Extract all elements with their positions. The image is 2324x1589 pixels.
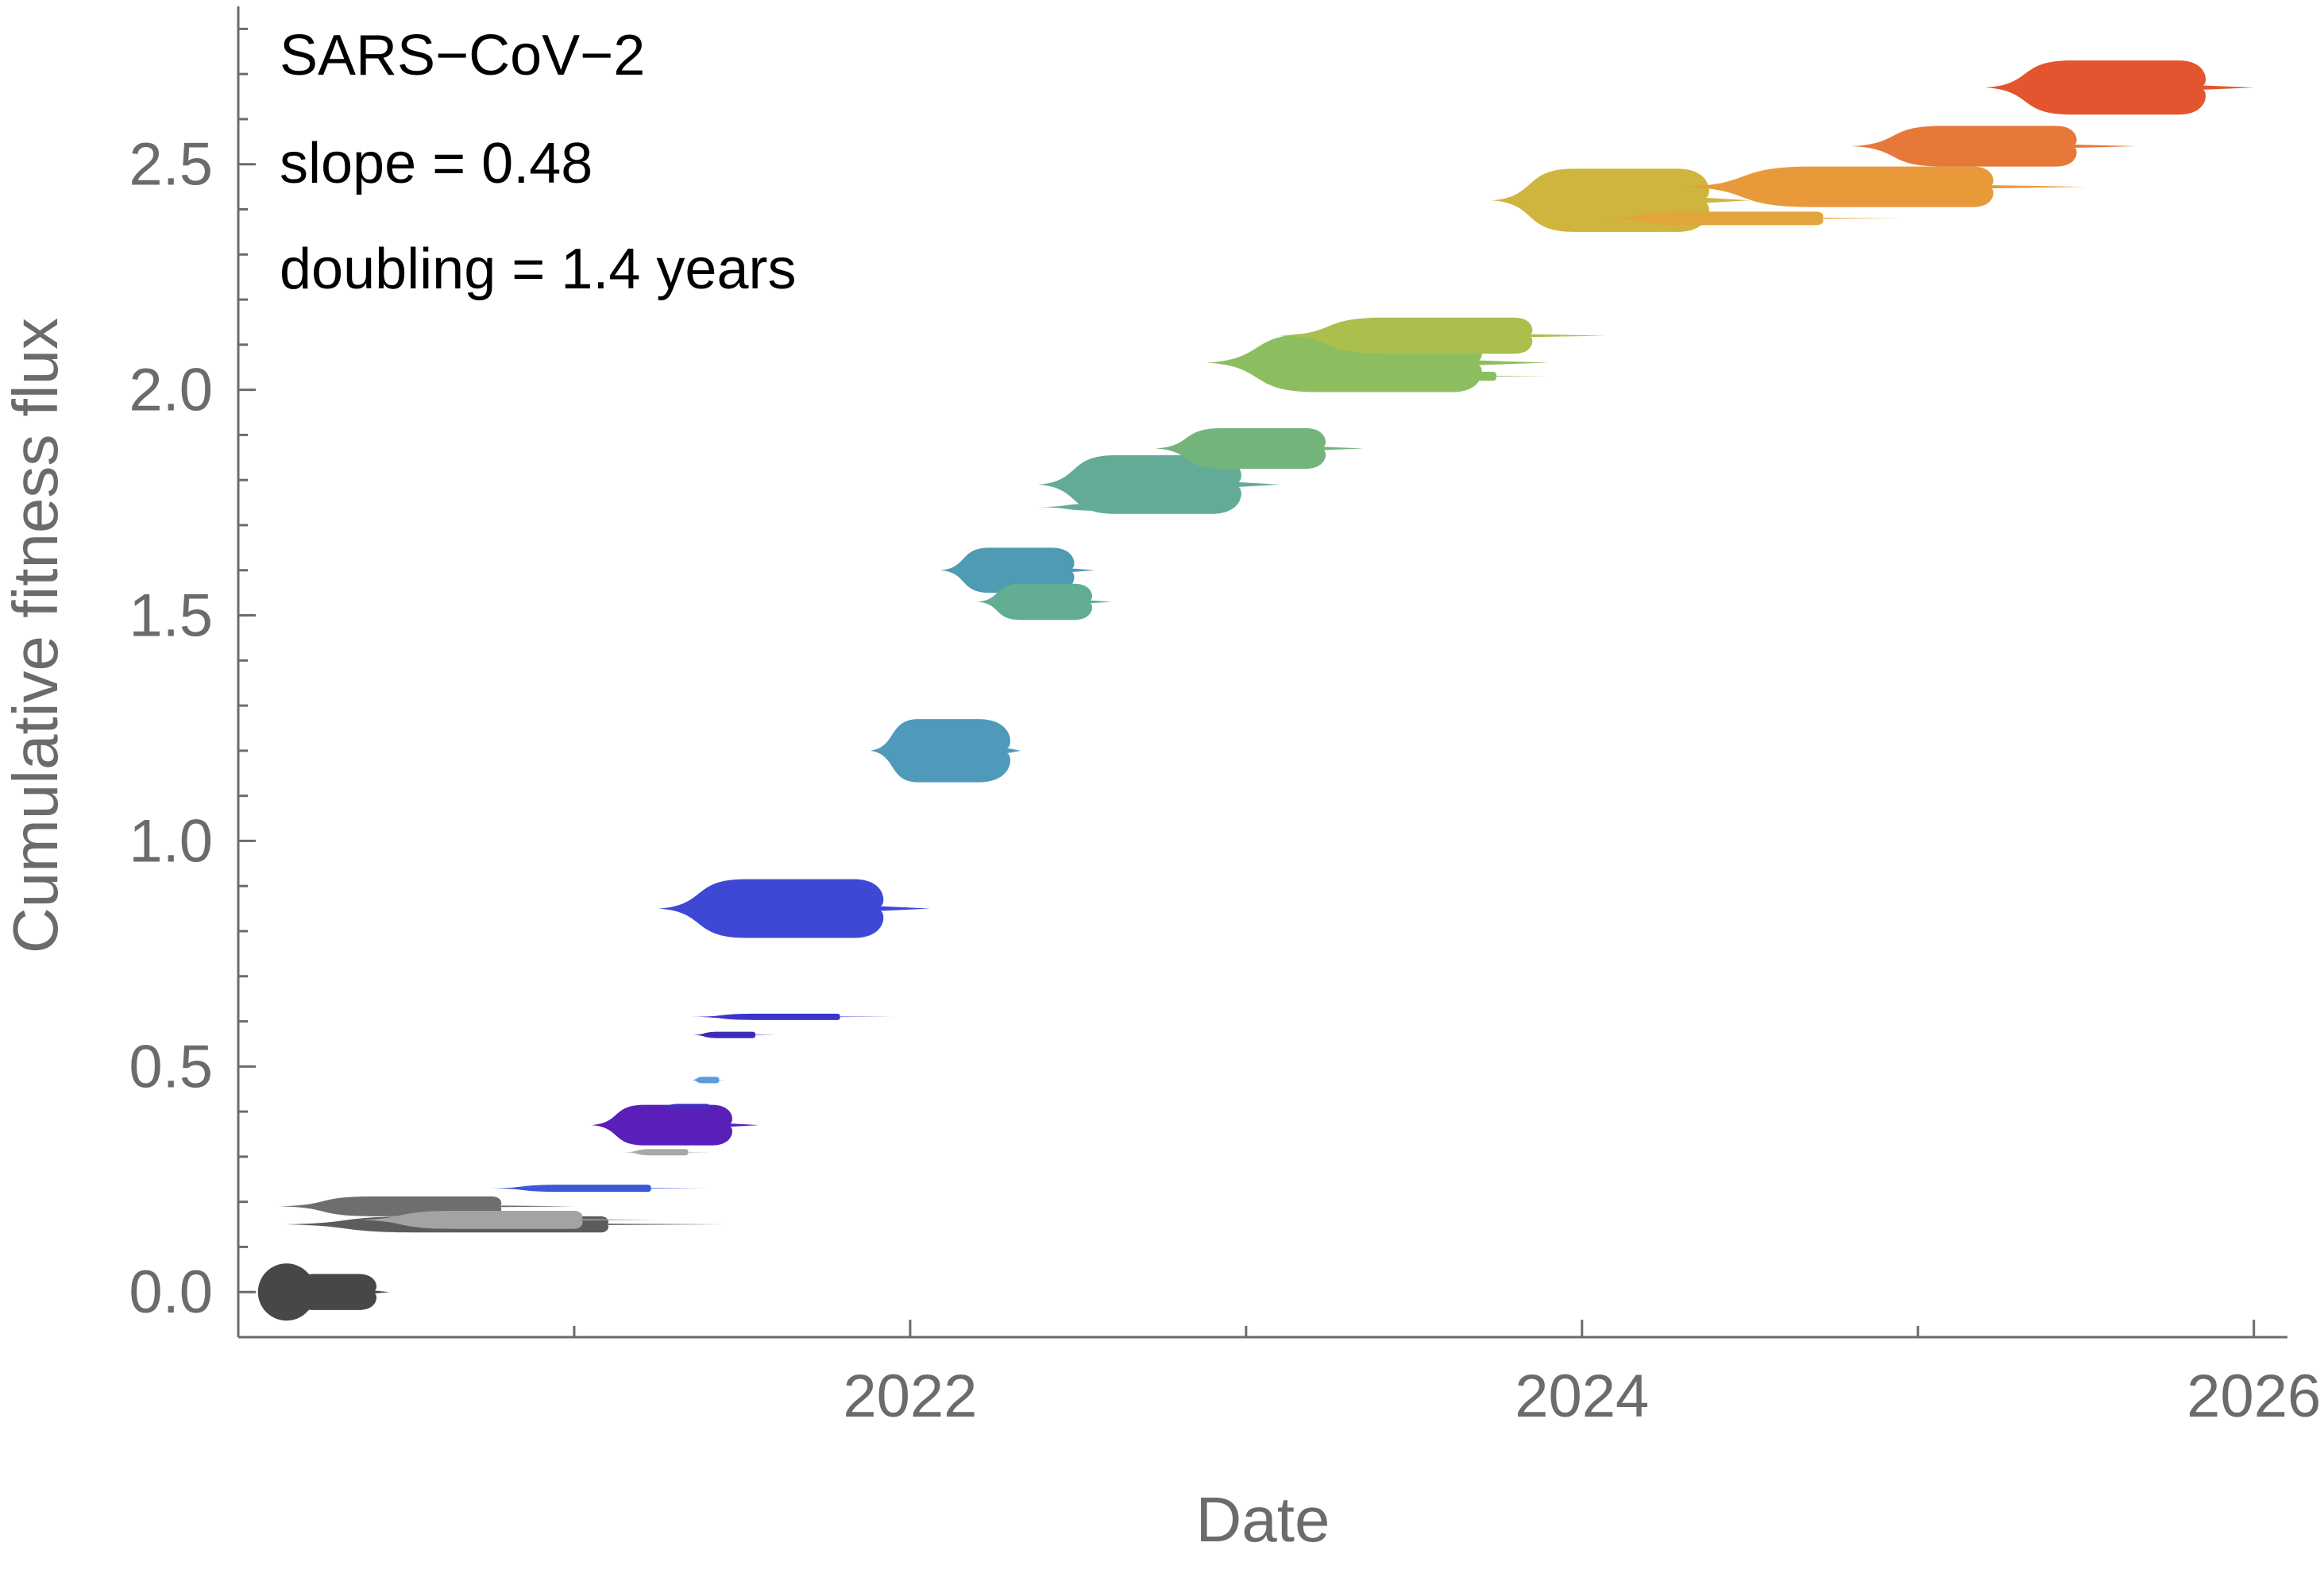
clade-shape-c05 (490, 1185, 709, 1193)
clade-shape-c15 (977, 583, 1112, 621)
x-tick-label-2026: 2026 (2187, 1363, 2321, 1430)
clade-shape-c13 (870, 719, 1021, 783)
clade-shape-c17 (1037, 503, 1230, 511)
clade-shape-c06 (591, 1104, 759, 1146)
clade-shape-c20 (1346, 371, 1549, 381)
y-tick-label-1-0: 1.0 (129, 807, 213, 875)
clade-shape-c21 (1280, 317, 1606, 354)
clade-shape-c11 (691, 1013, 894, 1020)
clade-shape-c24 (1682, 166, 2087, 207)
clade-shape-c07 (624, 1149, 709, 1156)
x-tick-label-2024: 2024 (1515, 1363, 1649, 1430)
y-tick-label-2-5: 2.5 (129, 131, 213, 199)
clade-shape-c08 (658, 1104, 726, 1111)
y-axis-ticks (238, 27, 256, 1293)
clade-shape-c18 (1155, 427, 1364, 469)
x-axis-ticks (573, 1320, 2256, 1337)
clade-shape-c16 (1037, 454, 1280, 514)
x-axis-title: Date (1196, 1484, 1330, 1555)
clade-shape-c10 (691, 1031, 776, 1038)
y-tick-label-2-0: 2.0 (129, 357, 213, 424)
clade-shape-c23 (1598, 211, 1901, 226)
y-tick-label-0-0: 0.0 (129, 1258, 213, 1326)
y-tick-label-0-5: 0.5 (129, 1033, 213, 1100)
root-clade-dot (257, 1263, 315, 1321)
clade-shape-c12 (658, 879, 931, 938)
clade-shape-c25 (1851, 126, 2137, 167)
clade-shape-c26 (1985, 60, 2254, 115)
y-axis-title: Cumulative fitness flux (0, 318, 71, 953)
annotation-doubling: doubling = 1.4 years (280, 238, 796, 301)
annotation-virus-name: SARS−CoV−2 (280, 24, 645, 87)
clade-shape-c09 (691, 1077, 726, 1084)
annotation-slope: slope = 0.48 (280, 132, 593, 195)
y-tick-label-1-5: 1.5 (129, 582, 213, 650)
clade-shape-c04 (356, 1211, 658, 1229)
clade-shape-c14 (940, 547, 1095, 593)
clade-shapes (257, 60, 2254, 1321)
x-tick-label-2022: 2022 (843, 1363, 977, 1430)
